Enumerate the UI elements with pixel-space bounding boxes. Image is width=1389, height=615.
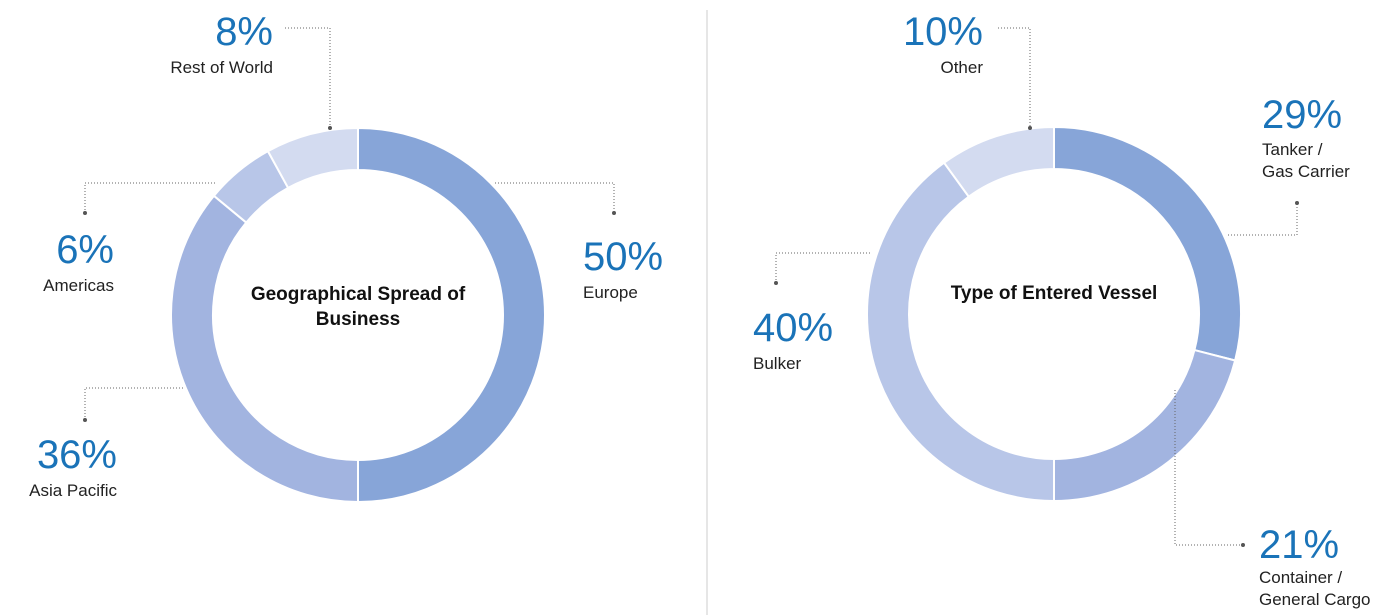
value-label: 29% (1262, 93, 1343, 137)
value-label: 21% (1259, 523, 1340, 567)
donut-segment (170, 194, 359, 504)
value-label: 50% (583, 235, 664, 279)
category-label: Other (940, 58, 983, 77)
category-label: Tanker / Gas Carrier (1262, 140, 1350, 181)
value-label: 36% (36, 433, 117, 477)
leader-dot (83, 418, 87, 422)
center-title: Type of Entered Vessel (950, 283, 1158, 304)
donut-segment (1053, 348, 1237, 503)
leader-line (775, 252, 870, 283)
donut-segment (266, 126, 359, 190)
leader-line (84, 182, 215, 213)
category-label: Container / General Cargo (1259, 568, 1371, 609)
donut-segment (866, 161, 1055, 503)
leader-dot (774, 281, 778, 285)
value-label: 40% (753, 306, 834, 350)
leader-line (998, 27, 1031, 128)
category-label: Rest of World (170, 58, 273, 77)
value-label: 6% (56, 228, 114, 272)
leader-line (285, 27, 331, 128)
donut-segment (1053, 125, 1242, 362)
leader-dot (612, 211, 616, 215)
leader-line (1228, 203, 1298, 236)
leader-dot (1241, 543, 1245, 547)
value-label: 8% (215, 10, 273, 54)
donut-segment (942, 125, 1055, 199)
leader-line (1174, 390, 1243, 546)
value-label: 10% (902, 10, 983, 54)
category-label: Americas (43, 276, 114, 295)
leader-line (84, 387, 183, 420)
category-label: Asia Pacific (29, 481, 117, 500)
center-title: Geographical Spread of Business (250, 284, 466, 330)
leader-dot (1295, 201, 1299, 205)
leader-dot (83, 211, 87, 215)
leader-line (495, 182, 615, 213)
leader-dot (1028, 126, 1032, 130)
leader-dot (328, 126, 332, 130)
category-label: Bulker (753, 354, 802, 373)
category-label: Europe (583, 283, 638, 302)
donut-segment (357, 126, 546, 504)
